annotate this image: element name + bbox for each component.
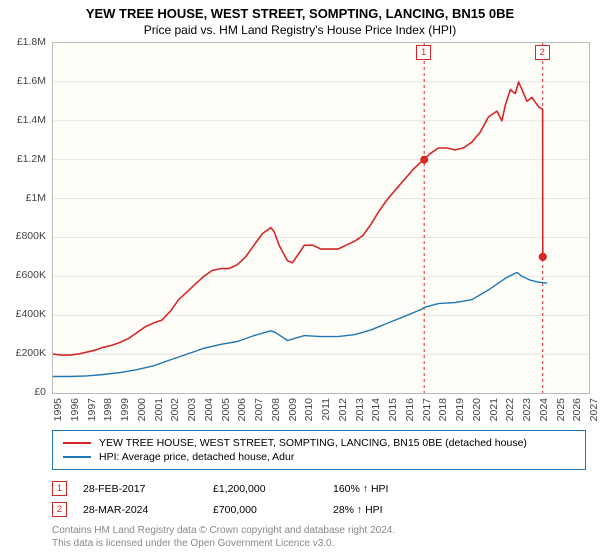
x-tick-label: 2020 xyxy=(471,398,483,421)
x-tick-label: 1997 xyxy=(86,398,98,421)
sales-table: 1 28-FEB-2017£1,200,000160% ↑ HPI 2 28-MAR-… xyxy=(52,478,586,520)
x-tick-label: 2008 xyxy=(270,398,282,421)
footnote-line-1: Contains HM Land Registry data © Crown c… xyxy=(52,524,395,537)
sale-row: 1 28-FEB-2017£1,200,000160% ↑ HPI xyxy=(52,478,586,499)
legend-swatch xyxy=(63,442,91,444)
y-tick-label: £200K xyxy=(16,347,46,359)
x-tick-label: 1995 xyxy=(52,398,64,421)
x-tick-label: 1996 xyxy=(69,398,81,421)
x-tick-label: 2025 xyxy=(555,398,567,421)
x-tick-label: 2007 xyxy=(253,398,265,421)
x-tick-label: 2006 xyxy=(236,398,248,421)
legend-item: YEW TREE HOUSE, WEST STREET, SOMPTING, L… xyxy=(63,436,575,450)
sale-marker-2: 2 xyxy=(535,45,550,60)
x-tick-label: 2011 xyxy=(320,398,332,421)
x-tick-label: 2024 xyxy=(538,398,550,421)
y-tick-label: £1.8M xyxy=(17,36,46,48)
y-tick-label: £600K xyxy=(16,269,46,281)
sale-row: 2 28-MAR-2024£700,00028% ↑ HPI xyxy=(52,499,586,520)
footnote: Contains HM Land Registry data © Crown c… xyxy=(52,524,395,550)
y-tick-label: £800K xyxy=(16,230,46,242)
y-tick-label: £0 xyxy=(34,386,46,398)
y-tick-label: £1M xyxy=(26,192,46,204)
x-tick-label: 2018 xyxy=(437,398,449,421)
x-tick-label: 2015 xyxy=(387,398,399,421)
x-tick-label: 2014 xyxy=(370,398,382,421)
x-tick-label: 2010 xyxy=(303,398,315,421)
x-axis-labels: 1995 1996 1997 1998 1999 2000 2001 2002 2003 2004… xyxy=(52,396,588,430)
legend: YEW TREE HOUSE, WEST STREET, SOMPTING, L… xyxy=(52,430,586,470)
footnote-line-2: This data is licensed under the Open Gov… xyxy=(52,537,395,550)
legend-label: YEW TREE HOUSE, WEST STREET, SOMPTING, L… xyxy=(99,437,527,449)
legend-item: HPI: Average price, detached house, Adur xyxy=(63,450,575,464)
x-tick-label: 2001 xyxy=(153,398,165,421)
x-tick-label: 2000 xyxy=(136,398,148,421)
y-tick-label: £1.4M xyxy=(17,114,46,126)
sale-pct: 160% ↑ HPI xyxy=(333,483,463,495)
chart-title: YEW TREE HOUSE, WEST STREET, SOMPTING, L… xyxy=(0,0,600,21)
chart-subtitle: Price paid vs. HM Land Registry's House … xyxy=(0,21,600,37)
x-tick-label: 2004 xyxy=(203,398,215,421)
x-tick-label: 2013 xyxy=(354,398,366,421)
sale-row-marker: 1 xyxy=(52,481,67,496)
x-tick-label: 1998 xyxy=(102,398,114,421)
x-tick-label: 2022 xyxy=(504,398,516,421)
x-tick-label: 2021 xyxy=(488,398,500,421)
legend-swatch xyxy=(63,456,91,458)
plot-area xyxy=(52,42,590,394)
x-tick-label: 2027 xyxy=(588,398,600,421)
x-tick-label: 2002 xyxy=(169,398,181,421)
x-tick-label: 2012 xyxy=(337,398,349,421)
x-tick-label: 2026 xyxy=(571,398,583,421)
plot-svg xyxy=(53,43,589,393)
sale-date: 28-MAR-2024 xyxy=(83,504,213,516)
x-tick-label: 2009 xyxy=(287,398,299,421)
x-tick-label: 2016 xyxy=(404,398,416,421)
chart-container: YEW TREE HOUSE, WEST STREET, SOMPTING, L… xyxy=(0,0,600,560)
sale-pct: 28% ↑ HPI xyxy=(333,504,463,516)
y-tick-label: £1.2M xyxy=(17,153,46,165)
x-tick-label: 2017 xyxy=(421,398,433,421)
x-tick-label: 2019 xyxy=(454,398,466,421)
legend-label: HPI: Average price, detached house, Adur xyxy=(99,451,294,463)
x-tick-label: 1999 xyxy=(119,398,131,421)
y-tick-label: £1.6M xyxy=(17,75,46,87)
x-tick-label: 2023 xyxy=(521,398,533,421)
sale-marker-1: 1 xyxy=(416,45,431,60)
sale-row-marker: 2 xyxy=(52,502,67,517)
x-tick-label: 2003 xyxy=(186,398,198,421)
sale-date: 28-FEB-2017 xyxy=(83,483,213,495)
y-axis-labels: £0£200K£400K£600K£800K£1M£1.2M£1.4M£1.6M… xyxy=(0,42,50,392)
sale-price: £700,000 xyxy=(213,504,333,516)
sale-price: £1,200,000 xyxy=(213,483,333,495)
x-tick-label: 2005 xyxy=(220,398,232,421)
y-tick-label: £400K xyxy=(16,308,46,320)
